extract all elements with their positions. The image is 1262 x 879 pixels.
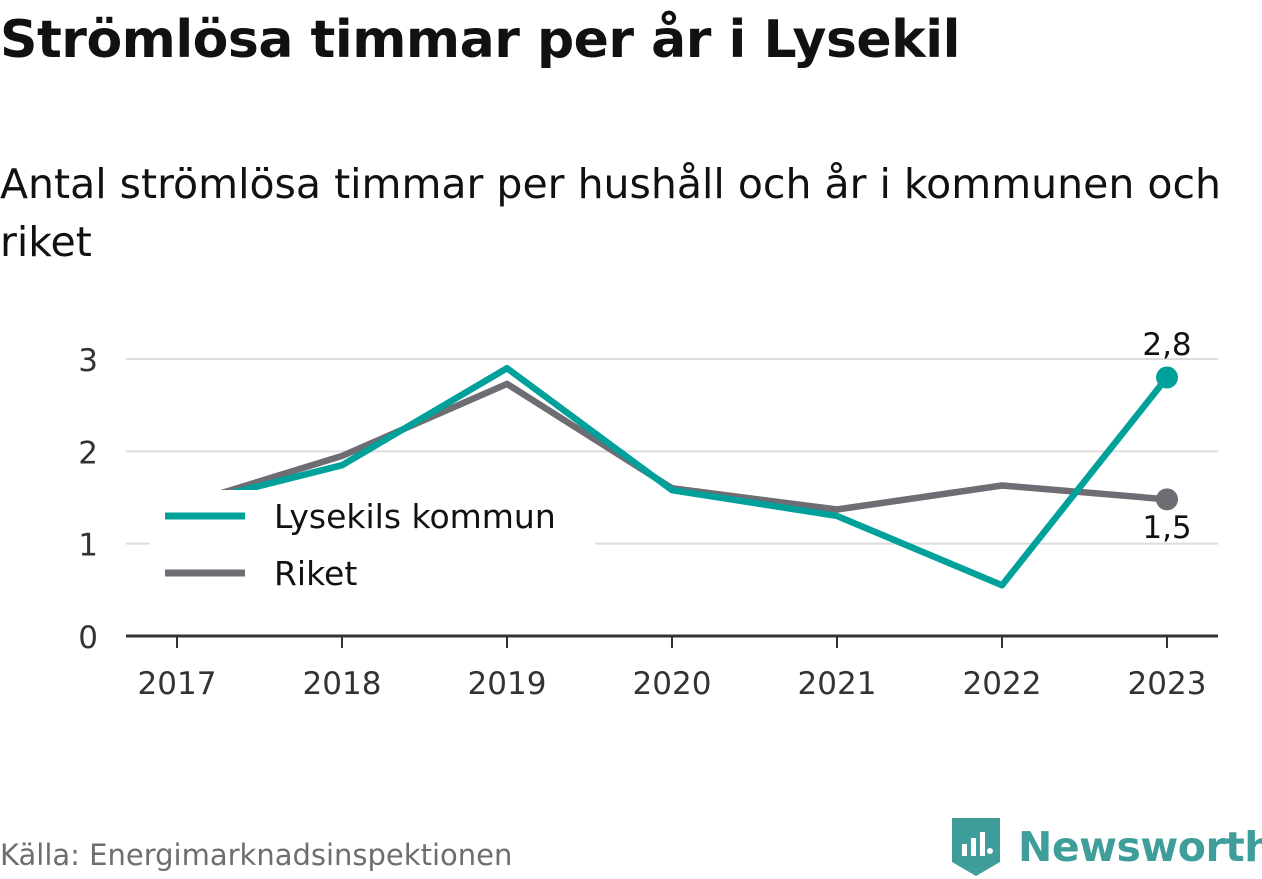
legend-background: [150, 490, 595, 602]
x-tick-label: 2022: [963, 666, 1042, 702]
series-lines: [173, 364, 1171, 589]
brand-name: Newsworthy: [1018, 823, 1262, 871]
y-tick-label: 2: [78, 435, 98, 471]
end-label-riket: 1,5: [1142, 510, 1191, 546]
newsworthy-logo-icon: [952, 818, 1000, 876]
newsworthy-logo: Newsworthy: [952, 818, 1262, 876]
y-tick-label: 1: [78, 528, 98, 564]
legend: Lysekils kommun Riket: [150, 490, 595, 602]
chart-title: Strömlösa timmar per år i Lysekil: [0, 10, 960, 70]
series-line-lysekil: [173, 364, 1171, 589]
x-tick-label: 2020: [633, 666, 712, 702]
end-markers: [1156, 366, 1178, 511]
end-marker-riket: [1156, 488, 1178, 511]
x-tick-labels: 2017 2018 2019 2020 2021 2022 2023: [138, 636, 1207, 702]
end-marker-lysekil: [1156, 366, 1178, 389]
legend-label-riket: Riket: [274, 554, 357, 593]
x-tick-label: 2018: [303, 666, 382, 702]
x-tick-label: 2019: [468, 666, 547, 702]
chart-subtitle: Antal strömlösa timmar per hushåll och å…: [0, 160, 1221, 266]
end-label-lysekil: 2,8: [1142, 327, 1191, 363]
x-tick-label: 2021: [798, 666, 877, 702]
x-tick-label: 2023: [1128, 666, 1207, 702]
x-tick-label: 2017: [138, 666, 217, 702]
legend-label-lysekil: Lysekils kommun: [274, 497, 556, 536]
y-tick-labels: 0 1 2 3: [78, 343, 98, 656]
y-tick-label: 0: [78, 620, 98, 656]
y-tick-label: 3: [78, 343, 98, 379]
source-note: Källa: Energimarknadsinspektionen: [0, 838, 513, 872]
